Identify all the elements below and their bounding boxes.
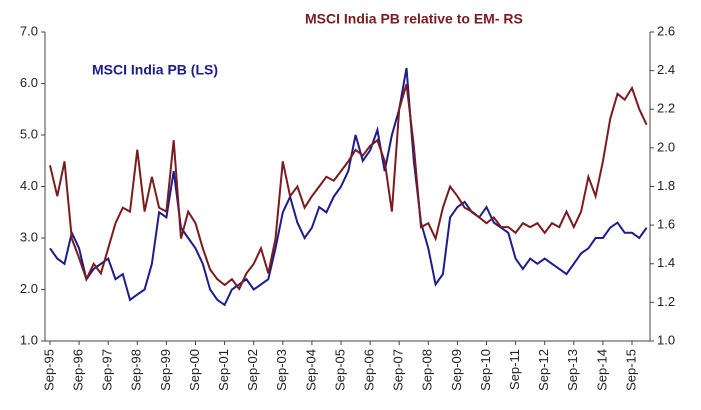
x-tick-label: Sep-05: [332, 349, 347, 391]
x-tick-label: Sep-03: [274, 349, 289, 391]
y2-tick-label: 2.6: [657, 23, 675, 38]
x-tick-label: Sep-13: [565, 349, 580, 391]
x-tick-label: Sep-15: [623, 349, 638, 391]
y-tick-label: 2.0: [20, 281, 38, 296]
x-tick-label: Sep-95: [41, 349, 56, 391]
x-tick-label: Sep-96: [71, 349, 86, 391]
y2-tick-label: 2.4: [657, 62, 675, 77]
x-tick-label: Sep-06: [362, 349, 377, 391]
y2-tick-label: 2.2: [657, 101, 675, 116]
x-tick-label: Sep-99: [158, 349, 173, 391]
x-tick-label: Sep-04: [303, 349, 318, 391]
y2-tick-label: 2.0: [657, 139, 675, 154]
x-tick-label: Sep-10: [478, 349, 493, 391]
y2-tick-label: 1.0: [657, 332, 675, 347]
y-tick-label: 5.0: [20, 126, 38, 141]
y2-tick-label: 1.8: [657, 178, 675, 193]
y-tick-label: 7.0: [20, 23, 38, 38]
y2-tick-label: 1.6: [657, 217, 675, 232]
x-tick-label: Sep-12: [536, 349, 551, 391]
series-label: MSCI India PB relative to EM- RS: [305, 11, 523, 27]
series-label: MSCI India PB (LS): [92, 62, 218, 78]
x-tick-label: Sep-00: [187, 349, 202, 391]
x-tick-label: Sep-14: [594, 349, 609, 391]
x-tick-label: Sep-98: [129, 349, 144, 391]
y-tick-label: 1.0: [20, 332, 38, 347]
x-tick-label: Sep-08: [420, 349, 435, 391]
y2-tick-label: 1.2: [657, 294, 675, 309]
series-line: [49, 83, 648, 291]
y2-tick-label: 1.4: [657, 255, 675, 270]
y-tick-label: 6.0: [20, 75, 38, 90]
x-tick-label: Sep-07: [391, 349, 406, 391]
x-tick-label: Sep-09: [449, 349, 464, 391]
x-tick-label: Sep-02: [245, 349, 260, 391]
y-tick-label: 4.0: [20, 178, 38, 193]
x-tick-label: Sep-01: [216, 349, 231, 391]
series-line: [49, 67, 648, 307]
x-tick-label: Sep-97: [100, 349, 115, 391]
y-tick-label: 3.0: [20, 229, 38, 244]
x-tick-label: Sep-11: [507, 349, 522, 390]
